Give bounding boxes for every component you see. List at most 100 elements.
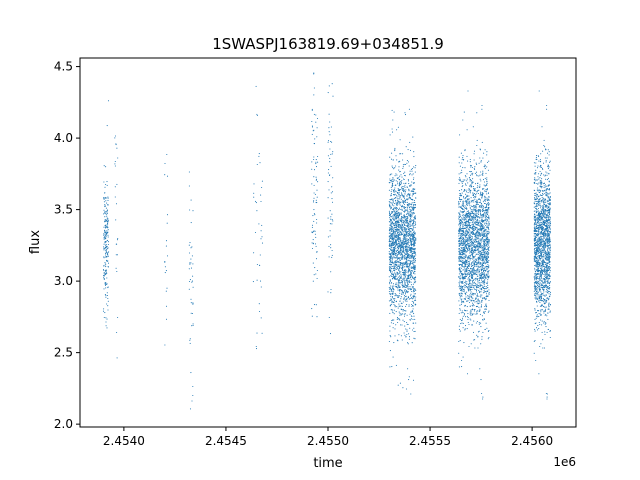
data-point bbox=[414, 221, 416, 223]
data-point bbox=[397, 241, 400, 243]
data-point bbox=[390, 223, 392, 226]
data-point bbox=[470, 285, 472, 288]
data-point bbox=[487, 227, 490, 229]
data-point bbox=[471, 269, 473, 271]
data-point bbox=[469, 205, 471, 207]
data-point bbox=[466, 225, 469, 227]
data-point bbox=[480, 240, 482, 242]
data-point bbox=[404, 275, 407, 277]
data-point bbox=[485, 260, 487, 262]
data-point bbox=[394, 298, 396, 300]
data-point bbox=[458, 283, 460, 285]
data-point bbox=[408, 227, 410, 230]
data-point bbox=[461, 276, 464, 278]
data-point bbox=[461, 214, 463, 216]
data-point bbox=[482, 398, 484, 400]
data-point bbox=[474, 207, 476, 209]
data-point bbox=[398, 238, 400, 241]
data-point bbox=[463, 231, 465, 233]
data-point bbox=[408, 279, 410, 281]
data-point bbox=[467, 198, 469, 200]
data-point bbox=[105, 259, 108, 261]
data-point bbox=[395, 324, 397, 326]
data-point bbox=[404, 163, 406, 165]
data-point bbox=[476, 202, 478, 204]
data-point bbox=[486, 268, 488, 270]
data-point bbox=[458, 204, 460, 206]
data-point bbox=[393, 208, 395, 210]
data-point bbox=[403, 238, 405, 240]
data-point bbox=[470, 250, 473, 252]
data-point bbox=[407, 212, 409, 214]
data-point bbox=[403, 203, 405, 205]
data-point bbox=[471, 174, 473, 176]
data-point bbox=[399, 265, 401, 267]
data-point bbox=[468, 265, 470, 267]
data-point bbox=[407, 228, 409, 230]
data-point bbox=[404, 283, 406, 285]
data-point bbox=[106, 303, 108, 305]
data-point bbox=[464, 272, 466, 274]
data-point bbox=[482, 271, 484, 274]
data-point bbox=[397, 214, 399, 216]
data-point bbox=[468, 224, 470, 227]
data-point bbox=[391, 297, 393, 299]
data-point bbox=[404, 249, 406, 251]
data-point bbox=[399, 181, 401, 183]
data-point bbox=[479, 265, 481, 268]
data-point bbox=[482, 298, 484, 300]
data-point bbox=[479, 221, 481, 223]
data-point bbox=[392, 322, 394, 324]
data-point bbox=[254, 200, 257, 202]
data-point bbox=[188, 288, 190, 290]
data-point bbox=[398, 169, 400, 171]
data-point bbox=[411, 329, 414, 331]
data-point bbox=[478, 322, 480, 324]
data-point bbox=[405, 290, 408, 293]
data-point bbox=[483, 223, 485, 225]
data-point bbox=[316, 117, 319, 120]
data-point bbox=[475, 284, 477, 286]
data-point bbox=[463, 224, 465, 226]
data-point bbox=[474, 210, 476, 212]
data-point bbox=[473, 257, 475, 259]
data-point bbox=[393, 205, 395, 207]
data-point bbox=[462, 184, 464, 187]
data-point bbox=[477, 240, 479, 243]
data-point bbox=[485, 274, 487, 276]
data-point bbox=[412, 209, 415, 211]
data-point bbox=[165, 240, 168, 242]
data-point bbox=[484, 266, 486, 268]
data-point bbox=[474, 228, 476, 230]
data-point bbox=[413, 264, 415, 266]
data-point bbox=[395, 294, 397, 296]
data-point bbox=[317, 181, 319, 183]
data-point bbox=[395, 165, 397, 167]
data-point bbox=[400, 313, 402, 315]
data-point bbox=[331, 191, 334, 193]
data-point bbox=[392, 273, 394, 275]
data-point bbox=[465, 226, 467, 228]
data-point bbox=[411, 303, 413, 306]
data-point bbox=[401, 201, 403, 203]
data-point bbox=[392, 237, 395, 239]
data-point bbox=[401, 232, 403, 234]
data-point bbox=[478, 266, 480, 269]
data-point bbox=[486, 216, 488, 218]
data-point bbox=[413, 156, 415, 158]
data-point bbox=[402, 319, 404, 321]
data-point bbox=[393, 210, 395, 212]
data-point bbox=[412, 204, 415, 206]
data-point bbox=[391, 165, 393, 167]
data-point bbox=[192, 385, 194, 388]
data-point bbox=[117, 316, 119, 319]
data-point bbox=[486, 233, 488, 236]
data-point bbox=[164, 344, 166, 346]
data-point bbox=[404, 273, 406, 275]
data-point bbox=[117, 237, 119, 240]
data-point bbox=[107, 262, 110, 264]
data-point bbox=[484, 166, 486, 168]
data-point bbox=[473, 150, 476, 152]
data-point bbox=[473, 278, 475, 280]
data-point bbox=[252, 281, 254, 283]
